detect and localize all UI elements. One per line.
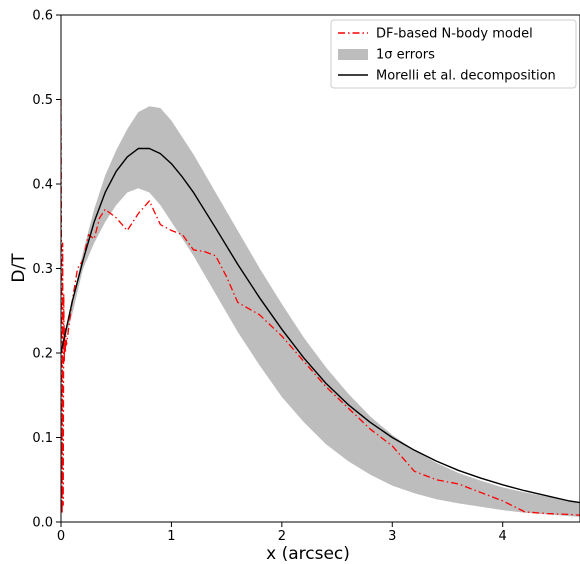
y-tick-label: 0.1	[32, 431, 53, 446]
y-tick-label: 0.3	[32, 262, 53, 277]
error-band	[61, 106, 580, 517]
y-tick-label: 0.6	[32, 9, 53, 24]
y-tick-label: 0.0	[32, 516, 53, 531]
x-axis-label: x (arcsec)	[266, 544, 350, 564]
series-line-2	[61, 147, 580, 504]
y-tick-label: 0.2	[32, 347, 53, 362]
plot-frame	[60, 14, 580, 523]
series-line-0	[61, 99, 580, 516]
legend-box	[330, 19, 577, 89]
y-axis-label: D/T	[9, 253, 29, 283]
x-tick-label: 1	[167, 529, 175, 544]
legend-label: 1σ errors	[376, 48, 435, 63]
legend-label: Morelli et al. decomposition	[376, 69, 556, 84]
x-tick-label: 2	[278, 529, 286, 544]
y-tick-label: 0.5	[32, 93, 53, 108]
legend-swatch-band	[338, 49, 368, 60]
x-tick-label: 3	[388, 529, 396, 544]
y-tick-label: 0.4	[32, 178, 53, 193]
x-tick-label: 4	[499, 529, 507, 544]
legend-label: DF-based N-body model	[376, 27, 533, 42]
x-tick-label: 0	[57, 529, 65, 544]
